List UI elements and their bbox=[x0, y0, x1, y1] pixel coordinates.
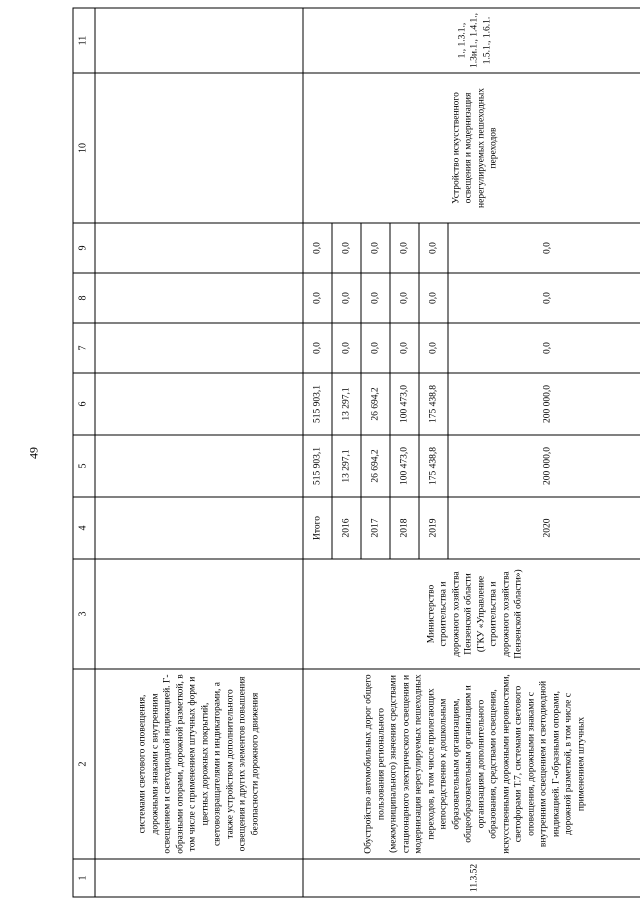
year-cell: Итого bbox=[302, 496, 332, 559]
amount-cell: 100 473,0 bbox=[389, 434, 419, 497]
empty-cell bbox=[94, 858, 303, 897]
amount-cell: 175 438,8 bbox=[418, 372, 448, 435]
zero-cell: 0,0 bbox=[418, 272, 448, 323]
continuation-text-cell: системами светового оповещения, дорожным… bbox=[94, 668, 303, 859]
year-cell: 2017 bbox=[360, 496, 390, 559]
empty-cell bbox=[94, 434, 303, 497]
page-number: 49 bbox=[26, 446, 40, 459]
zero-cell: 0,0 bbox=[418, 222, 448, 273]
year-cell: 2016 bbox=[331, 496, 361, 559]
program-refs-cell: 1., 1.3.1., 1.3и.1., 1.4.1., 1.5.1., 1.6… bbox=[302, 7, 640, 73]
empty-cell bbox=[94, 222, 303, 273]
year-cell: 2019 bbox=[418, 496, 448, 559]
column-numbers-row: 1 2 3 4 5 6 7 8 9 10 11 bbox=[72, 7, 95, 897]
year-cell: 2018 bbox=[389, 496, 419, 559]
header-cell: 5 bbox=[72, 434, 95, 497]
amount-cell: 100 473,0 bbox=[389, 372, 419, 435]
zero-cell: 0,0 bbox=[418, 322, 448, 373]
header-cell: 3 bbox=[72, 558, 95, 669]
zero-cell: 0,0 bbox=[302, 222, 332, 273]
zero-cell: 0,0 bbox=[360, 322, 390, 373]
header-cell: 10 bbox=[72, 72, 95, 223]
amount-cell: 515 903,1 bbox=[302, 372, 332, 435]
header-cell: 2 bbox=[72, 668, 95, 859]
table-row-itogo: 11.3.52 Обустройство автомобильных дорог… bbox=[302, 7, 640, 897]
amount-cell: 515 903,1 bbox=[302, 434, 332, 497]
zero-cell: 0,0 bbox=[302, 272, 332, 323]
continuation-row: системами светового оповещения, дорожным… bbox=[94, 7, 303, 897]
amount-cell: 26 694,2 bbox=[360, 372, 390, 435]
executor-cell: Министерство строительства и дорожного х… bbox=[302, 558, 640, 669]
zero-cell: 0,0 bbox=[447, 222, 640, 273]
zero-cell: 0,0 bbox=[389, 272, 419, 323]
row-number-cell: 11.3.52 bbox=[302, 858, 640, 897]
zero-cell: 0,0 bbox=[360, 222, 390, 273]
empty-cell bbox=[94, 7, 303, 73]
zero-cell: 0,0 bbox=[331, 272, 361, 323]
zero-cell: 0,0 bbox=[331, 222, 361, 273]
expected-result-cell: Устройство искусственного освещения и мо… bbox=[302, 72, 640, 223]
zero-cell: 0,0 bbox=[447, 272, 640, 323]
header-cell: 8 bbox=[72, 272, 95, 323]
empty-cell bbox=[94, 558, 303, 669]
program-table: 1 2 3 4 5 6 7 8 9 10 11 системами светов… bbox=[72, 7, 640, 897]
header-cell: 11 bbox=[72, 7, 95, 73]
amount-cell: 26 694,2 bbox=[360, 434, 390, 497]
year-cell: 2020 bbox=[447, 496, 640, 559]
zero-cell: 0,0 bbox=[302, 322, 332, 373]
empty-cell bbox=[94, 72, 303, 223]
zero-cell: 0,0 bbox=[331, 322, 361, 373]
amount-cell: 200 000,0 bbox=[447, 434, 640, 497]
zero-cell: 0,0 bbox=[447, 322, 640, 373]
header-cell: 6 bbox=[72, 372, 95, 435]
description-cell: Обустройство автомобильных дорог общего … bbox=[302, 668, 640, 859]
zero-cell: 0,0 bbox=[360, 272, 390, 323]
header-cell: 9 bbox=[72, 222, 95, 273]
zero-cell: 0,0 bbox=[389, 322, 419, 373]
zero-cell: 0,0 bbox=[389, 222, 419, 273]
empty-cell bbox=[94, 496, 303, 559]
header-cell: 1 bbox=[72, 858, 95, 897]
empty-cell bbox=[94, 372, 303, 435]
header-cell: 4 bbox=[72, 496, 95, 559]
amount-cell: 13 297,1 bbox=[331, 434, 361, 497]
amount-cell: 175 438,8 bbox=[418, 434, 448, 497]
empty-cell bbox=[94, 322, 303, 373]
amount-cell: 200 000,0 bbox=[447, 372, 640, 435]
amount-cell: 13 297,1 bbox=[331, 372, 361, 435]
empty-cell bbox=[94, 272, 303, 323]
header-cell: 7 bbox=[72, 322, 95, 373]
